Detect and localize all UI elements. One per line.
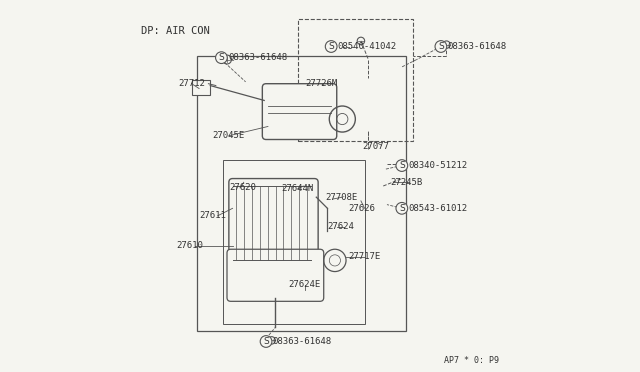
Text: DP: AIR CON: DP: AIR CON xyxy=(141,26,210,36)
Text: 27712: 27712 xyxy=(179,79,205,88)
Text: 08363-61648: 08363-61648 xyxy=(273,337,332,346)
Circle shape xyxy=(268,337,275,344)
Text: 27611: 27611 xyxy=(199,211,226,220)
Text: S: S xyxy=(438,42,444,51)
FancyBboxPatch shape xyxy=(229,179,318,268)
Text: S: S xyxy=(263,337,269,346)
Text: 08340-51212: 08340-51212 xyxy=(408,161,468,170)
Text: 08363-61648: 08363-61648 xyxy=(228,53,287,62)
Text: 27624: 27624 xyxy=(328,222,355,231)
Text: 27610: 27610 xyxy=(177,241,204,250)
Text: 27620: 27620 xyxy=(229,183,256,192)
Text: 27644N: 27644N xyxy=(281,185,313,193)
Text: 08540-41042: 08540-41042 xyxy=(338,42,397,51)
Text: 27624E: 27624E xyxy=(289,280,321,289)
Text: 27245B: 27245B xyxy=(390,178,423,187)
Text: S: S xyxy=(218,53,224,62)
FancyBboxPatch shape xyxy=(262,84,337,140)
Text: 27626: 27626 xyxy=(348,204,375,213)
Text: S: S xyxy=(328,42,334,51)
Text: 08363-61648: 08363-61648 xyxy=(447,42,507,51)
Text: AP7 * 0: P9: AP7 * 0: P9 xyxy=(444,356,499,365)
Circle shape xyxy=(443,41,450,48)
Circle shape xyxy=(223,55,232,64)
Circle shape xyxy=(357,37,365,45)
Text: S: S xyxy=(399,204,404,213)
Text: 27045E: 27045E xyxy=(212,131,244,140)
Text: 27077: 27077 xyxy=(363,142,390,151)
Text: 08543-61012: 08543-61012 xyxy=(408,204,468,213)
Text: 27726M: 27726M xyxy=(305,79,337,88)
FancyBboxPatch shape xyxy=(191,80,211,95)
Text: 27717E: 27717E xyxy=(348,252,380,261)
FancyBboxPatch shape xyxy=(227,249,324,301)
Text: 27708E: 27708E xyxy=(326,193,358,202)
Text: S: S xyxy=(399,161,404,170)
